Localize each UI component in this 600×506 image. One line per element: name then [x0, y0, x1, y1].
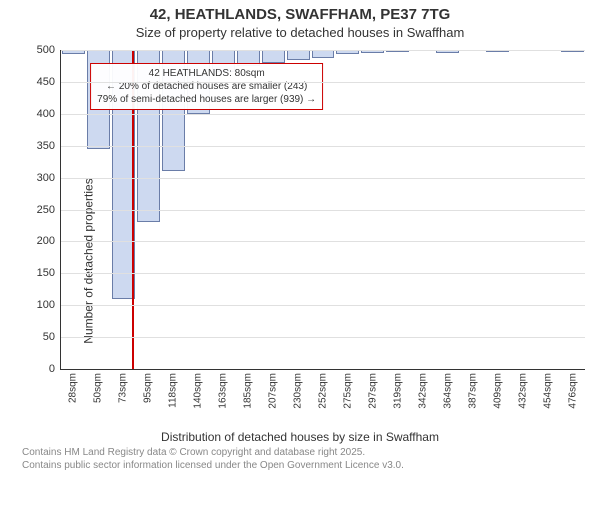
grid-line [61, 178, 585, 179]
bar [312, 50, 335, 58]
y-tick-label: 0 [49, 363, 55, 375]
y-tick-label: 450 [37, 76, 55, 88]
attribution: Contains HM Land Registry data © Crown c… [22, 446, 600, 472]
grid-line [61, 50, 585, 51]
grid-line [61, 146, 585, 147]
y-tick-label: 500 [37, 44, 55, 56]
page-title: 42, HEATHLANDS, SWAFFHAM, PE37 7TG [0, 6, 600, 23]
callout-line3: 79% of semi-detached houses are larger (… [97, 93, 316, 106]
grid-line [61, 82, 585, 83]
y-tick-label: 100 [37, 299, 55, 311]
grid-line [61, 273, 585, 274]
grid-line [61, 114, 585, 115]
chart-container: Number of detached properties 28sqm50sqm… [0, 50, 600, 472]
y-tick-label: 400 [37, 108, 55, 120]
marker-callout: 42 HEATHLANDS: 80sqm ← 20% of detached h… [90, 63, 323, 110]
y-tick-label: 50 [43, 331, 55, 343]
grid-line [61, 241, 585, 242]
callout-line1: 42 HEATHLANDS: 80sqm [97, 67, 316, 80]
grid-line [61, 305, 585, 306]
grid-line [61, 210, 585, 211]
page-subtitle: Size of property relative to detached ho… [0, 25, 600, 40]
bar [287, 50, 310, 60]
y-tick-label: 150 [37, 267, 55, 279]
y-tick-label: 350 [37, 140, 55, 152]
y-tick-label: 200 [37, 235, 55, 247]
y-tick-label: 250 [37, 204, 55, 216]
y-tick-label: 300 [37, 172, 55, 184]
attribution-line2: Contains public sector information licen… [22, 459, 600, 472]
plot-area: 28sqm50sqm73sqm95sqm118sqm140sqm163sqm18… [60, 50, 585, 370]
x-axis-label: Distribution of detached houses by size … [0, 430, 600, 444]
bar [262, 50, 285, 63]
attribution-line1: Contains HM Land Registry data © Crown c… [22, 446, 600, 459]
grid-line [61, 337, 585, 338]
x-axis-space [60, 370, 585, 428]
